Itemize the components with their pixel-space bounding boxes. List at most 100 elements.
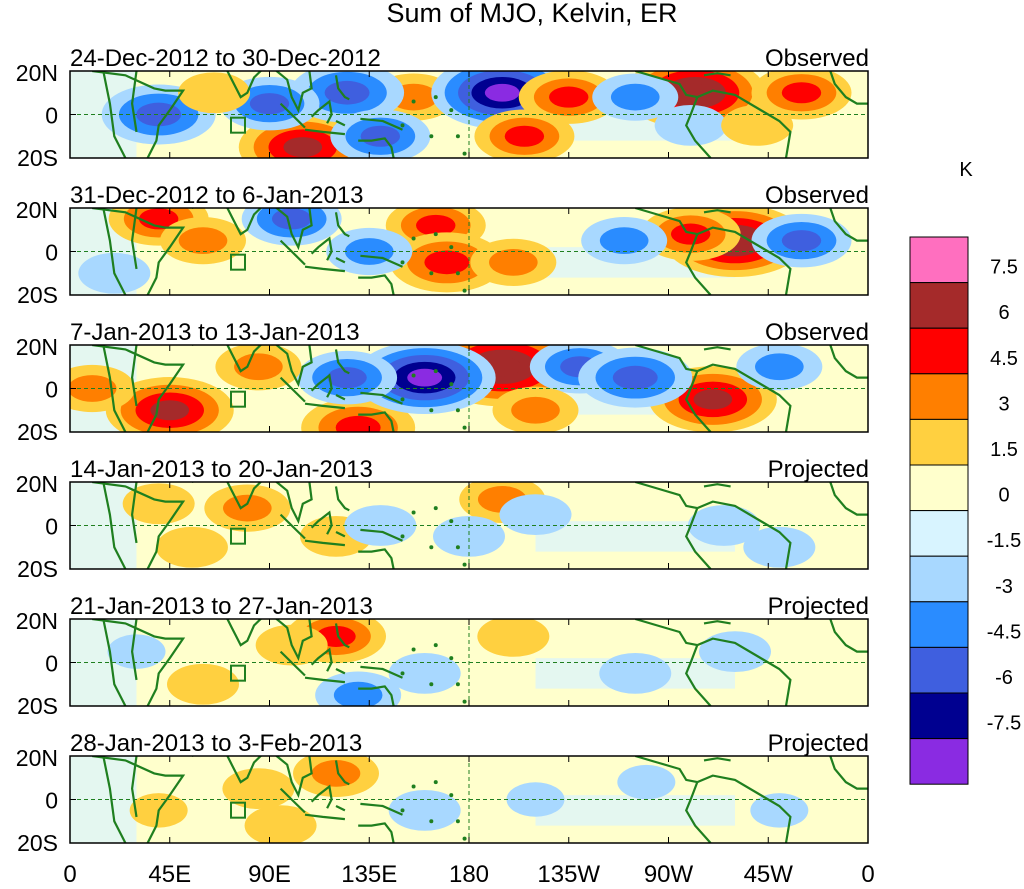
coastline-path [360, 391, 403, 405]
coastline-path [829, 345, 868, 379]
coastline-path [334, 349, 350, 375]
y-tick-label: 0 [45, 377, 58, 403]
colorbar-swatch [909, 282, 969, 329]
map-panel-4: 14-Jan-2013 to 20-Jan-2013 Projected 20N 0 2… [16, 456, 869, 582]
coastline-path [274, 482, 313, 525]
coastline-path [634, 71, 698, 99]
island-marker [462, 562, 467, 567]
coastline-path [130, 345, 138, 407]
anomaly-contour [511, 396, 560, 424]
anomaly-contour [107, 634, 166, 669]
coastline-path [684, 233, 712, 295]
island-marker [400, 671, 405, 676]
y-tick-label: 0 [45, 240, 58, 266]
coastline-path [335, 668, 346, 675]
coastline-path [310, 236, 333, 261]
island-marker [400, 808, 405, 813]
colorbar-swatch [909, 236, 969, 284]
coastline-path [335, 120, 346, 127]
coastline-path [684, 507, 712, 569]
anomaly-contour [654, 104, 727, 146]
colorbar-swatch [909, 418, 969, 466]
coastline-path [684, 96, 712, 158]
anomaly-contour [150, 400, 190, 421]
y-tick-label: 20S [17, 556, 58, 582]
panel-period-label: 24-Dec-2012 to 30-Dec-2012 [70, 45, 381, 72]
anomaly-contour [244, 805, 317, 843]
coastline-path [310, 99, 333, 124]
anomaly-contour [234, 353, 283, 381]
coastline-path [684, 781, 712, 843]
coastline-path [102, 71, 127, 158]
anomaly-contour [327, 367, 367, 389]
coastlines [92, 208, 868, 295]
coastline-path [304, 128, 346, 136]
coastline-path [358, 411, 395, 432]
colorbar-label: 0 [998, 485, 1009, 507]
region-box [230, 390, 246, 408]
anomaly-contour [504, 125, 545, 147]
coastline-path [279, 102, 306, 129]
colorbar-label: 3 [998, 393, 1009, 415]
coastline-path [226, 482, 263, 510]
anomaly-contour [599, 652, 672, 694]
coastline-path [696, 89, 792, 158]
island-marker [429, 134, 434, 139]
panel-period-label: 7-Jan-2013 to 13-Jan-2013 [70, 319, 360, 346]
y-tick-label: 20S [17, 419, 58, 445]
coastline-path [696, 500, 792, 569]
coastline-path [703, 209, 731, 214]
colorbar-swatch [909, 601, 969, 648]
colorbar-swatch [909, 373, 969, 420]
colorbar-label: -3 [995, 576, 1013, 598]
coastline-path [334, 623, 350, 649]
coastline-path [360, 665, 403, 679]
island-marker [455, 134, 460, 139]
coastline-path [703, 483, 731, 488]
coastline-path [304, 402, 346, 410]
anomaly-band [535, 795, 735, 826]
region-box [230, 664, 246, 682]
coastline-path [304, 265, 346, 273]
coastline-path [360, 802, 403, 816]
island-marker [433, 369, 438, 374]
island-marker [462, 425, 467, 430]
colorbar-label: -4.5 [987, 621, 1021, 643]
island-marker [429, 682, 434, 687]
coastline-path [696, 226, 792, 295]
panel-kind-label: Projected [768, 456, 869, 483]
coastline-path [304, 539, 346, 547]
island-marker [429, 545, 434, 550]
coastline-path [358, 822, 395, 843]
anomaly-contour [699, 631, 771, 673]
coastlines [92, 482, 868, 569]
y-tick-label: 20S [17, 830, 58, 856]
anomaly-contour [612, 365, 658, 390]
coastline-path [360, 117, 403, 131]
island-marker [411, 784, 416, 789]
anomaly-contour [549, 86, 589, 108]
coastline-path [334, 760, 350, 786]
coastline-path [696, 363, 792, 432]
island-marker [400, 260, 405, 265]
anomaly-contour [416, 214, 456, 236]
colorbar-label: -6 [995, 667, 1013, 689]
y-tick-label: 20N [16, 334, 58, 360]
island-marker [429, 408, 434, 413]
island-marker [411, 647, 416, 652]
coastline-path [829, 208, 868, 242]
anomaly-contour [223, 494, 272, 522]
coastline-path [102, 619, 127, 706]
coastline-path [310, 647, 333, 672]
island-marker [455, 545, 460, 550]
coastline-path [334, 212, 350, 238]
y-tick-label: 0 [45, 788, 58, 814]
anomaly-field [70, 619, 868, 706]
colorbar: K 7.5 6 4.5 3 1.5 0 -1.5 -3 -4.5 -6 -7.5 [909, 159, 1021, 785]
island-marker [433, 95, 438, 100]
anomaly-contour [249, 93, 290, 115]
coastline-path [360, 528, 403, 542]
colorbar-label: 7.5 [990, 257, 1018, 279]
anomaly-contour [477, 619, 550, 657]
